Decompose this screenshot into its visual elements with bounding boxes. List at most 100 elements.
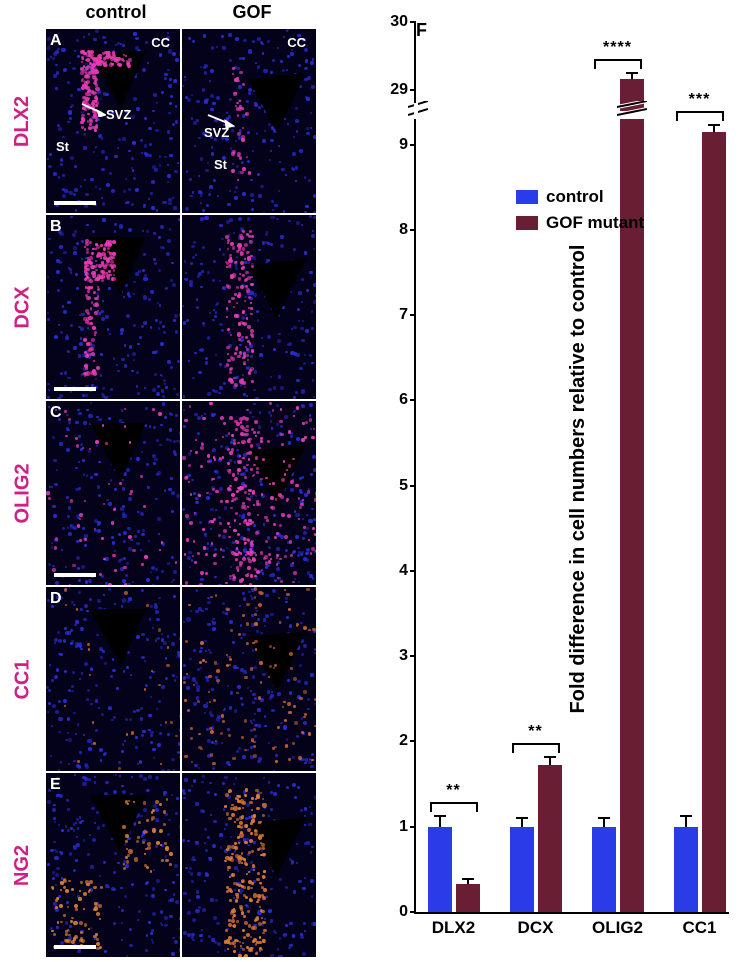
row-label-text: OLIG2 [12, 463, 35, 523]
row-label: DLX2 [0, 28, 46, 214]
label-st: St [214, 157, 227, 172]
significance-stars: **** [594, 39, 642, 57]
panel-letter: B [50, 218, 62, 236]
significance-stars: ** [430, 782, 478, 800]
microscopy-panel: control GOF DLX2ACCStSVZCCStSVZDCXBOLIG2… [0, 0, 328, 962]
error-bar [685, 816, 687, 826]
signal-field [182, 773, 316, 957]
bar [702, 132, 726, 912]
y-tick [410, 655, 416, 657]
bar [456, 884, 480, 912]
legend-label: control [546, 187, 604, 207]
signal-field [46, 773, 180, 957]
micrograph [182, 401, 316, 585]
error-cap [708, 124, 720, 126]
row-label: NG2 [0, 772, 46, 958]
row-label: DCX [0, 214, 46, 400]
y-tick-label: 1 [399, 818, 408, 836]
error-cap [434, 815, 446, 817]
error-cap [544, 756, 556, 758]
y-tick [410, 826, 416, 828]
y-tick-label: 9 [399, 136, 408, 154]
row-label-text: DCX [11, 286, 34, 328]
category-label: OLIG2 [592, 918, 643, 938]
y-tick [410, 144, 416, 146]
image-pair: D [46, 587, 316, 771]
row-cc1: CC1D [0, 586, 328, 772]
row-label: OLIG2 [0, 400, 46, 586]
error-cap [462, 878, 474, 880]
panel-letter: A [50, 32, 62, 50]
bar [620, 119, 644, 912]
row-dcx: DCX B [0, 214, 328, 400]
micrograph [182, 773, 316, 957]
y-tick [410, 911, 416, 913]
error-bar [521, 818, 523, 827]
micrograph [182, 215, 316, 399]
scale-bar [54, 573, 96, 577]
micrograph: D [46, 587, 180, 771]
col-header-gof: GOF [184, 2, 320, 23]
arrow-icon [76, 99, 106, 117]
arrow-icon [206, 111, 236, 129]
error-cap [626, 72, 638, 74]
y-tick [410, 570, 416, 572]
legend-swatch [516, 190, 538, 204]
legend-swatch [516, 216, 538, 230]
y-tick-label: 30 [390, 13, 408, 31]
y-tick-label: 4 [399, 562, 408, 580]
image-pair: C [46, 401, 316, 585]
category-label: DCX [518, 918, 554, 938]
y-tick [410, 314, 416, 316]
bar [510, 827, 534, 912]
signal-field [46, 401, 180, 585]
y-tick [410, 740, 416, 742]
category-label: CC1 [682, 918, 716, 938]
significance-bracket [512, 743, 560, 753]
y-tick-label: 2 [399, 732, 408, 750]
significance-bracket [430, 802, 478, 812]
signal-field [182, 587, 316, 771]
significance-stars: ** [512, 723, 560, 741]
legend: control GOF mutant [516, 187, 644, 233]
y-tick-label: 29 [390, 81, 408, 99]
scale-bar [54, 945, 96, 949]
column-headers: control GOF [48, 2, 320, 23]
label-st: St [56, 139, 69, 154]
micrograph: C [46, 401, 180, 585]
y-tick [410, 485, 416, 487]
y-tick [410, 399, 416, 401]
image-pair: B [46, 215, 316, 399]
scale-bar [54, 201, 96, 205]
legend-item: GOF mutant [516, 213, 644, 233]
signal-field [182, 29, 316, 213]
image-pair: ACCStSVZCCStSVZ [46, 29, 316, 213]
label-cc: CC [151, 35, 170, 50]
label-cc: CC [287, 35, 306, 50]
bar [674, 827, 698, 912]
micrograph: ACCStSVZ [46, 29, 180, 213]
y-tick [410, 21, 416, 23]
error-cap [680, 815, 692, 817]
signal-field [182, 401, 316, 585]
chart-panel: F Fold difference in cell numbers relati… [328, 0, 747, 962]
error-cap [598, 817, 610, 819]
micrograph [182, 587, 316, 771]
legend-item: control [516, 187, 644, 207]
significance-marker: **** [594, 39, 642, 69]
chart-wrap: F Fold difference in cell numbers relati… [352, 22, 729, 936]
significance-marker: ** [430, 782, 478, 812]
signal-field [182, 215, 316, 399]
y-tick-label: 7 [399, 306, 408, 324]
error-bar [631, 73, 633, 80]
y-tick-label: 6 [399, 391, 408, 409]
error-bar [439, 816, 441, 826]
bar [428, 827, 452, 912]
significance-marker: *** [676, 91, 724, 121]
panel-letter: C [50, 404, 62, 422]
significance-marker: ** [512, 723, 560, 753]
y-tick-label: 5 [399, 477, 408, 495]
micrograph: B [46, 215, 180, 399]
row-dlx2: DLX2ACCStSVZCCStSVZ [0, 28, 328, 214]
y-tick-label: 8 [399, 221, 408, 239]
